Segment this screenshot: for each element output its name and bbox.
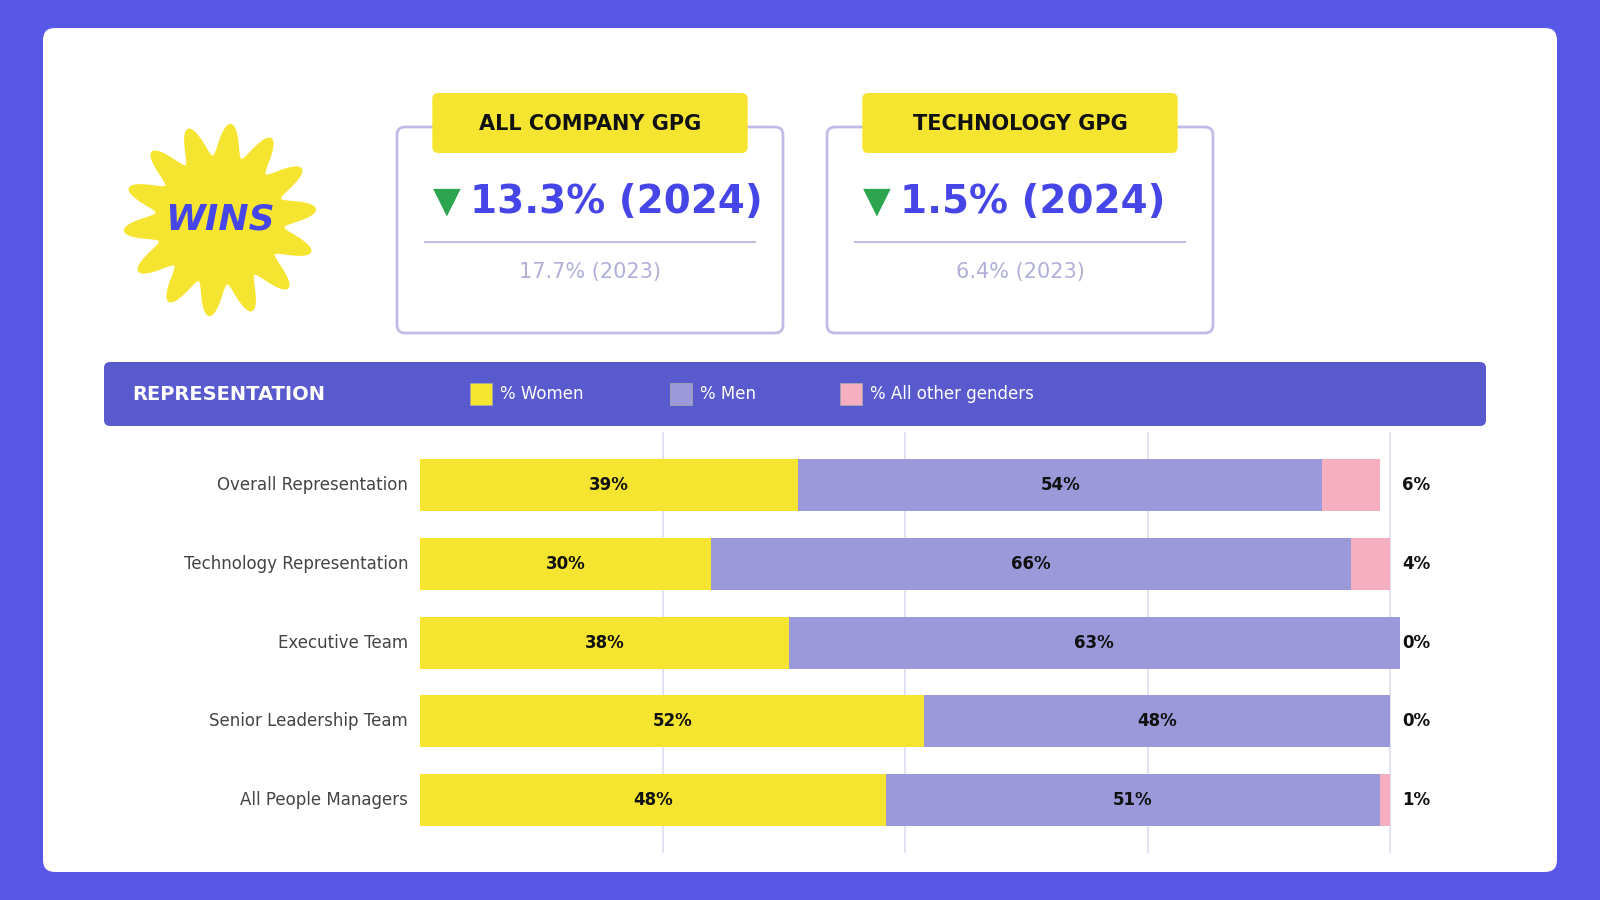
Text: 39%: 39% <box>589 476 629 494</box>
Text: 1%: 1% <box>1402 791 1430 809</box>
Text: 4%: 4% <box>1402 554 1430 572</box>
Bar <box>1350 537 1390 590</box>
FancyBboxPatch shape <box>862 93 1178 153</box>
Bar <box>798 459 1322 511</box>
Text: 51%: 51% <box>1114 791 1152 809</box>
Bar <box>925 695 1390 747</box>
Bar <box>419 774 886 826</box>
FancyBboxPatch shape <box>432 93 747 153</box>
Text: 48%: 48% <box>634 791 672 809</box>
Bar <box>789 616 1400 669</box>
Text: TECHNOLOGY GPG: TECHNOLOGY GPG <box>912 114 1128 134</box>
Text: ALL COMPANY GPG: ALL COMPANY GPG <box>478 114 701 134</box>
Text: All People Managers: All People Managers <box>240 791 408 809</box>
Text: 1.5% (2024): 1.5% (2024) <box>899 183 1165 221</box>
Bar <box>710 537 1350 590</box>
Bar <box>419 695 925 747</box>
Polygon shape <box>115 115 325 325</box>
Text: % Men: % Men <box>701 385 757 403</box>
Text: % Women: % Women <box>499 385 584 403</box>
Bar <box>1322 459 1381 511</box>
Text: 6%: 6% <box>1402 476 1430 494</box>
Text: Senior Leadership Team: Senior Leadership Team <box>210 712 408 730</box>
Bar <box>419 616 789 669</box>
Polygon shape <box>125 124 315 315</box>
Text: 48%: 48% <box>1138 712 1178 730</box>
FancyBboxPatch shape <box>827 127 1213 333</box>
FancyBboxPatch shape <box>397 127 782 333</box>
Bar <box>1381 774 1390 826</box>
Text: 17.7% (2023): 17.7% (2023) <box>518 262 661 282</box>
Text: REPRESENTATION: REPRESENTATION <box>131 384 325 403</box>
FancyBboxPatch shape <box>43 28 1557 872</box>
Bar <box>419 459 798 511</box>
Bar <box>840 383 862 405</box>
Text: Overall Representation: Overall Representation <box>218 476 408 494</box>
Text: % All other genders: % All other genders <box>870 385 1034 403</box>
Text: WINS: WINS <box>165 203 275 237</box>
Text: 63%: 63% <box>1074 634 1114 652</box>
Bar <box>470 383 493 405</box>
Text: 52%: 52% <box>653 712 693 730</box>
FancyBboxPatch shape <box>104 362 1486 426</box>
Text: Executive Team: Executive Team <box>278 634 408 652</box>
Polygon shape <box>125 124 315 315</box>
Text: 0%: 0% <box>1402 712 1430 730</box>
Text: 30%: 30% <box>546 554 586 572</box>
Bar <box>419 537 710 590</box>
Text: 38%: 38% <box>584 634 624 652</box>
Text: 6.4% (2023): 6.4% (2023) <box>955 262 1085 282</box>
Bar <box>886 774 1381 826</box>
Text: ▼: ▼ <box>862 185 891 219</box>
Text: ▼: ▼ <box>434 185 461 219</box>
Text: 54%: 54% <box>1040 476 1080 494</box>
Bar <box>670 383 691 405</box>
Text: Technology Representation: Technology Representation <box>184 554 408 572</box>
Text: 66%: 66% <box>1011 554 1051 572</box>
Text: 0%: 0% <box>1402 634 1430 652</box>
Text: 13.3% (2024): 13.3% (2024) <box>470 183 763 221</box>
